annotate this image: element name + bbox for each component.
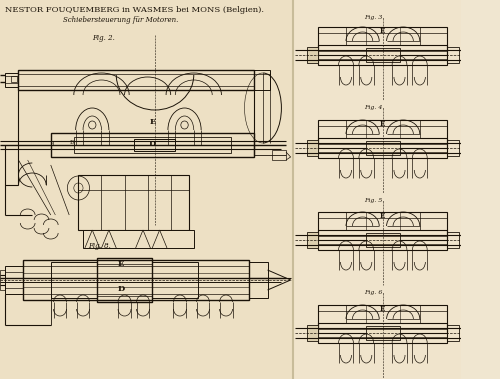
Bar [50, 133, 254, 157]
Bar [78, 175, 189, 230]
Text: Fig. 6.: Fig. 6. [364, 290, 385, 295]
Bar [152, 262, 198, 298]
Bar [448, 325, 458, 341]
Text: D: D [69, 140, 73, 145]
Bar [366, 326, 400, 340]
Bar [318, 230, 448, 250]
Text: E: E [380, 305, 386, 313]
Bar [249, 262, 268, 298]
Bar [11, 76, 16, 82]
Bar [0, 270, 4, 290]
Text: d: d [50, 142, 54, 147]
Text: E: E [150, 118, 156, 126]
Bar [307, 232, 318, 248]
Bar [50, 262, 97, 298]
Bar [448, 232, 458, 248]
Text: D: D [118, 285, 126, 293]
Bar [318, 305, 448, 333]
Bar [83, 230, 194, 248]
Bar [134, 139, 175, 151]
Bar [318, 138, 448, 158]
Bar [97, 258, 152, 302]
Bar [366, 233, 400, 247]
Bar [448, 47, 458, 63]
Bar [307, 140, 318, 156]
Bar [4, 73, 18, 87]
Bar [272, 150, 286, 160]
Bar [23, 260, 249, 300]
Text: Fig. 8.: Fig. 8. [88, 242, 110, 250]
Text: Fig. 3.: Fig. 3. [364, 15, 385, 20]
Bar [4, 266, 23, 294]
Text: Fig. 4.: Fig. 4. [364, 105, 385, 110]
Bar [74, 137, 231, 153]
Bar [366, 141, 400, 155]
Bar [448, 140, 458, 156]
Bar [0, 0, 294, 379]
Bar [318, 45, 448, 65]
Bar [366, 48, 400, 62]
Bar [307, 325, 318, 341]
Bar [307, 47, 318, 63]
Bar [18, 70, 254, 90]
Bar [254, 70, 270, 90]
Text: NESTOR FOUQUEMBERG in WASMES bei MONS (Belgien).: NESTOR FOUQUEMBERG in WASMES bei MONS (B… [4, 6, 264, 14]
Text: Fig. 2.: Fig. 2. [92, 34, 115, 42]
Bar [318, 27, 448, 55]
Text: Schiebersteuerung für Motoren.: Schiebersteuerung für Motoren. [62, 16, 178, 24]
Bar [294, 0, 462, 379]
Text: E: E [380, 120, 386, 128]
Text: E: E [118, 260, 124, 268]
Bar [318, 212, 448, 240]
Text: D: D [148, 140, 156, 148]
Text: E: E [380, 212, 386, 220]
Text: Fig. 5.: Fig. 5. [364, 198, 385, 203]
Text: E: E [380, 27, 386, 35]
Bar [318, 323, 448, 343]
Bar [318, 120, 448, 148]
